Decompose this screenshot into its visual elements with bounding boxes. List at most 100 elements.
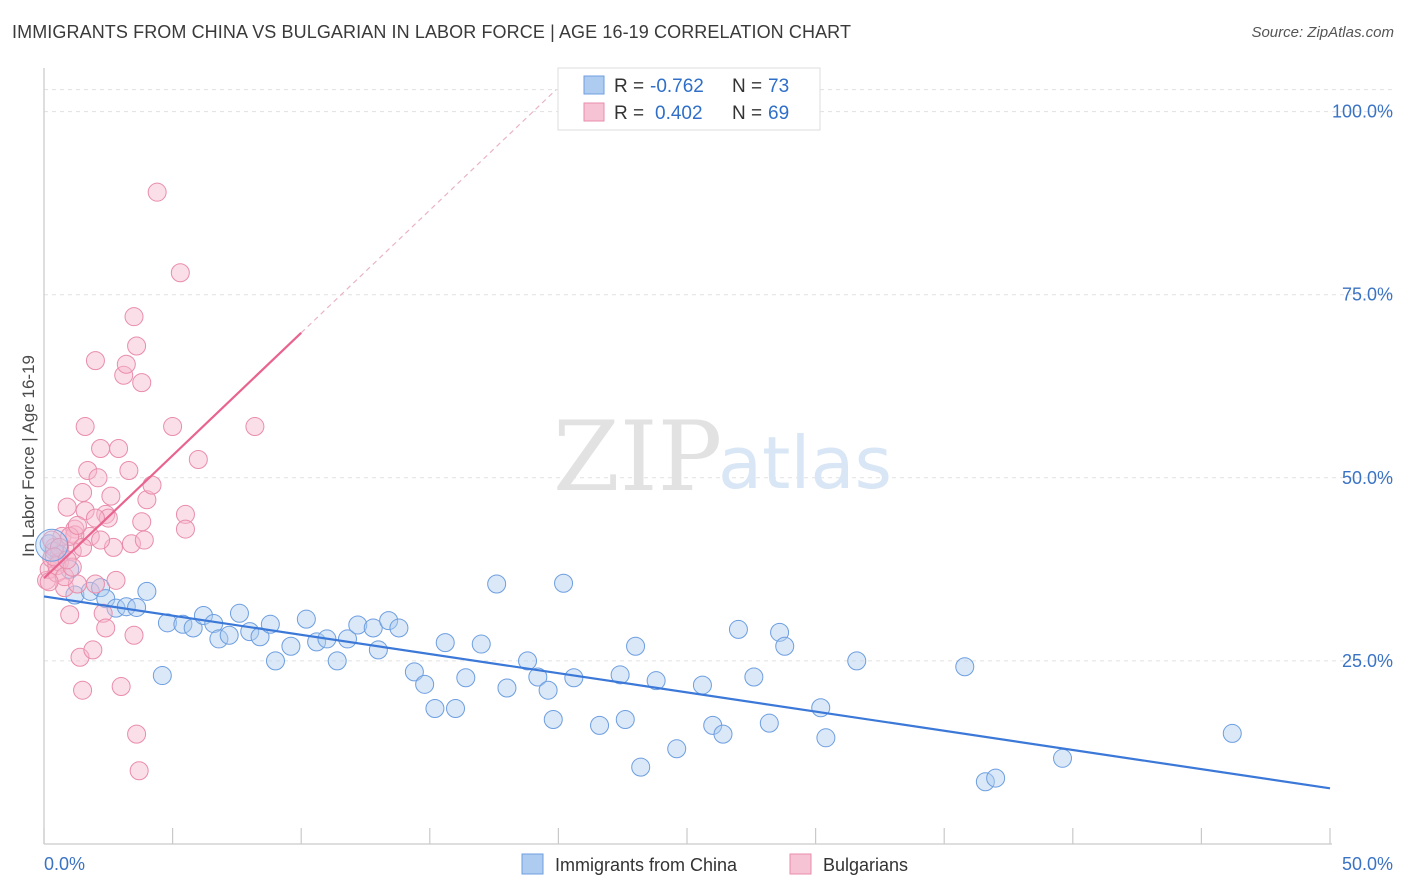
point-bulgarian <box>134 530 154 550</box>
point-china <box>590 715 610 735</box>
point-bulgarian <box>119 460 139 480</box>
point-china <box>692 675 712 695</box>
point-china <box>667 739 687 759</box>
point-bulgarian <box>78 460 98 480</box>
point-china <box>528 667 548 687</box>
point-bulgarian <box>127 336 147 356</box>
point-bulgarian <box>245 417 265 437</box>
point-bulgarian <box>83 640 103 660</box>
point-china <box>564 668 584 688</box>
y-tick-label: 25.0% <box>1342 651 1393 671</box>
stats-n-label-china: N = <box>732 76 762 97</box>
y-axis-label: In Labor Force | Age 16-19 <box>19 355 38 557</box>
point-bulgarian <box>67 515 87 535</box>
point-china <box>348 615 368 635</box>
point-bulgarian <box>170 263 190 283</box>
watermark-atlas: atlas <box>718 421 892 505</box>
point-china <box>518 651 538 671</box>
point-bulgarian <box>101 486 121 506</box>
chart-title: IMMIGRANTS FROM CHINA VS BULGARIAN IN LA… <box>12 22 852 42</box>
point-china <box>497 678 517 698</box>
point-china <box>631 757 651 777</box>
point-china <box>296 609 316 629</box>
point-bulgarian <box>175 504 195 524</box>
stats-n-label-bulgarian: N = <box>732 103 762 124</box>
legend-swatch-bulgarian <box>789 853 812 875</box>
point-bulgarian <box>85 351 105 371</box>
stats-r-value-china: -0.762 <box>650 76 704 97</box>
point-china <box>415 674 435 694</box>
watermark: ZIP atlas <box>553 401 892 513</box>
point-bulgarian <box>57 497 77 517</box>
point-china <box>327 651 347 671</box>
point-china <box>1053 748 1073 768</box>
point-bulgarian <box>109 439 129 459</box>
point-china <box>816 728 836 748</box>
point-bulgarian <box>60 605 80 625</box>
grid-lines <box>44 89 1392 662</box>
point-bulgarian <box>121 534 141 554</box>
point-china-cluster <box>35 528 69 562</box>
point-china <box>1222 723 1242 743</box>
point-china <box>229 603 249 623</box>
point-bulgarian <box>116 354 136 374</box>
point-bulgarian <box>127 724 147 744</box>
point-bulgarian <box>91 530 111 550</box>
point-bulgarian <box>91 439 111 459</box>
x-tick-label-max: 50.0% <box>1342 854 1393 874</box>
point-bulgarian <box>114 365 134 385</box>
point-china <box>487 574 507 594</box>
point-bulgarian <box>188 450 208 469</box>
point-china <box>759 713 779 733</box>
point-bulgarian <box>163 417 183 437</box>
stats-swatch-bulgarian <box>583 102 605 122</box>
point-bulgarian <box>39 572 59 592</box>
legend-label-china: Immigrants from China <box>555 855 738 875</box>
point-china <box>404 662 424 682</box>
trend-lines <box>43 89 1331 790</box>
point-china <box>96 589 116 609</box>
point-bulgarian <box>80 526 100 546</box>
point-bulgarian <box>147 182 167 202</box>
point-china <box>847 651 867 671</box>
trend-line-bulgarian <box>43 332 302 579</box>
stats-r-label-china: R = <box>614 76 644 97</box>
point-china <box>775 636 795 656</box>
point-bulgarian <box>106 570 126 590</box>
y-tick-label: 50.0% <box>1342 468 1393 488</box>
point-china <box>955 657 975 677</box>
source-label: Source: ZipAtlas.com <box>1251 24 1394 41</box>
point-china <box>543 709 563 729</box>
x-tick-marks <box>43 828 1331 844</box>
point-bulgarian <box>85 508 105 528</box>
stats-r-label-bulgarian: R = <box>614 103 644 124</box>
point-china <box>538 680 558 700</box>
point-china <box>435 633 455 653</box>
point-china <box>610 665 630 685</box>
point-china <box>137 581 157 601</box>
point-bulgarian <box>96 504 116 524</box>
stats-r-value-bulgarian: 0.402 <box>655 103 703 124</box>
point-china <box>456 668 476 688</box>
point-china <box>626 636 646 656</box>
point-china <box>379 611 399 631</box>
point-bulgarian <box>85 574 105 594</box>
point-bulgarian <box>129 761 149 781</box>
point-china <box>368 640 388 660</box>
trend-line-china <box>43 595 1331 790</box>
trend-extension-bulgarian <box>300 89 557 334</box>
point-china <box>127 597 147 617</box>
point-bulgarian <box>75 417 95 437</box>
legend: Immigrants from China Bulgarians <box>521 853 908 875</box>
y-tick-label: 75.0% <box>1342 285 1393 305</box>
point-china <box>471 634 491 654</box>
point-bulgarian <box>124 625 144 645</box>
point-bulgarian <box>137 490 157 510</box>
point-china <box>152 666 172 686</box>
point-china <box>554 573 574 593</box>
point-china <box>173 614 193 634</box>
point-china <box>363 618 383 638</box>
point-bulgarian <box>55 567 75 587</box>
point-china <box>728 619 748 639</box>
